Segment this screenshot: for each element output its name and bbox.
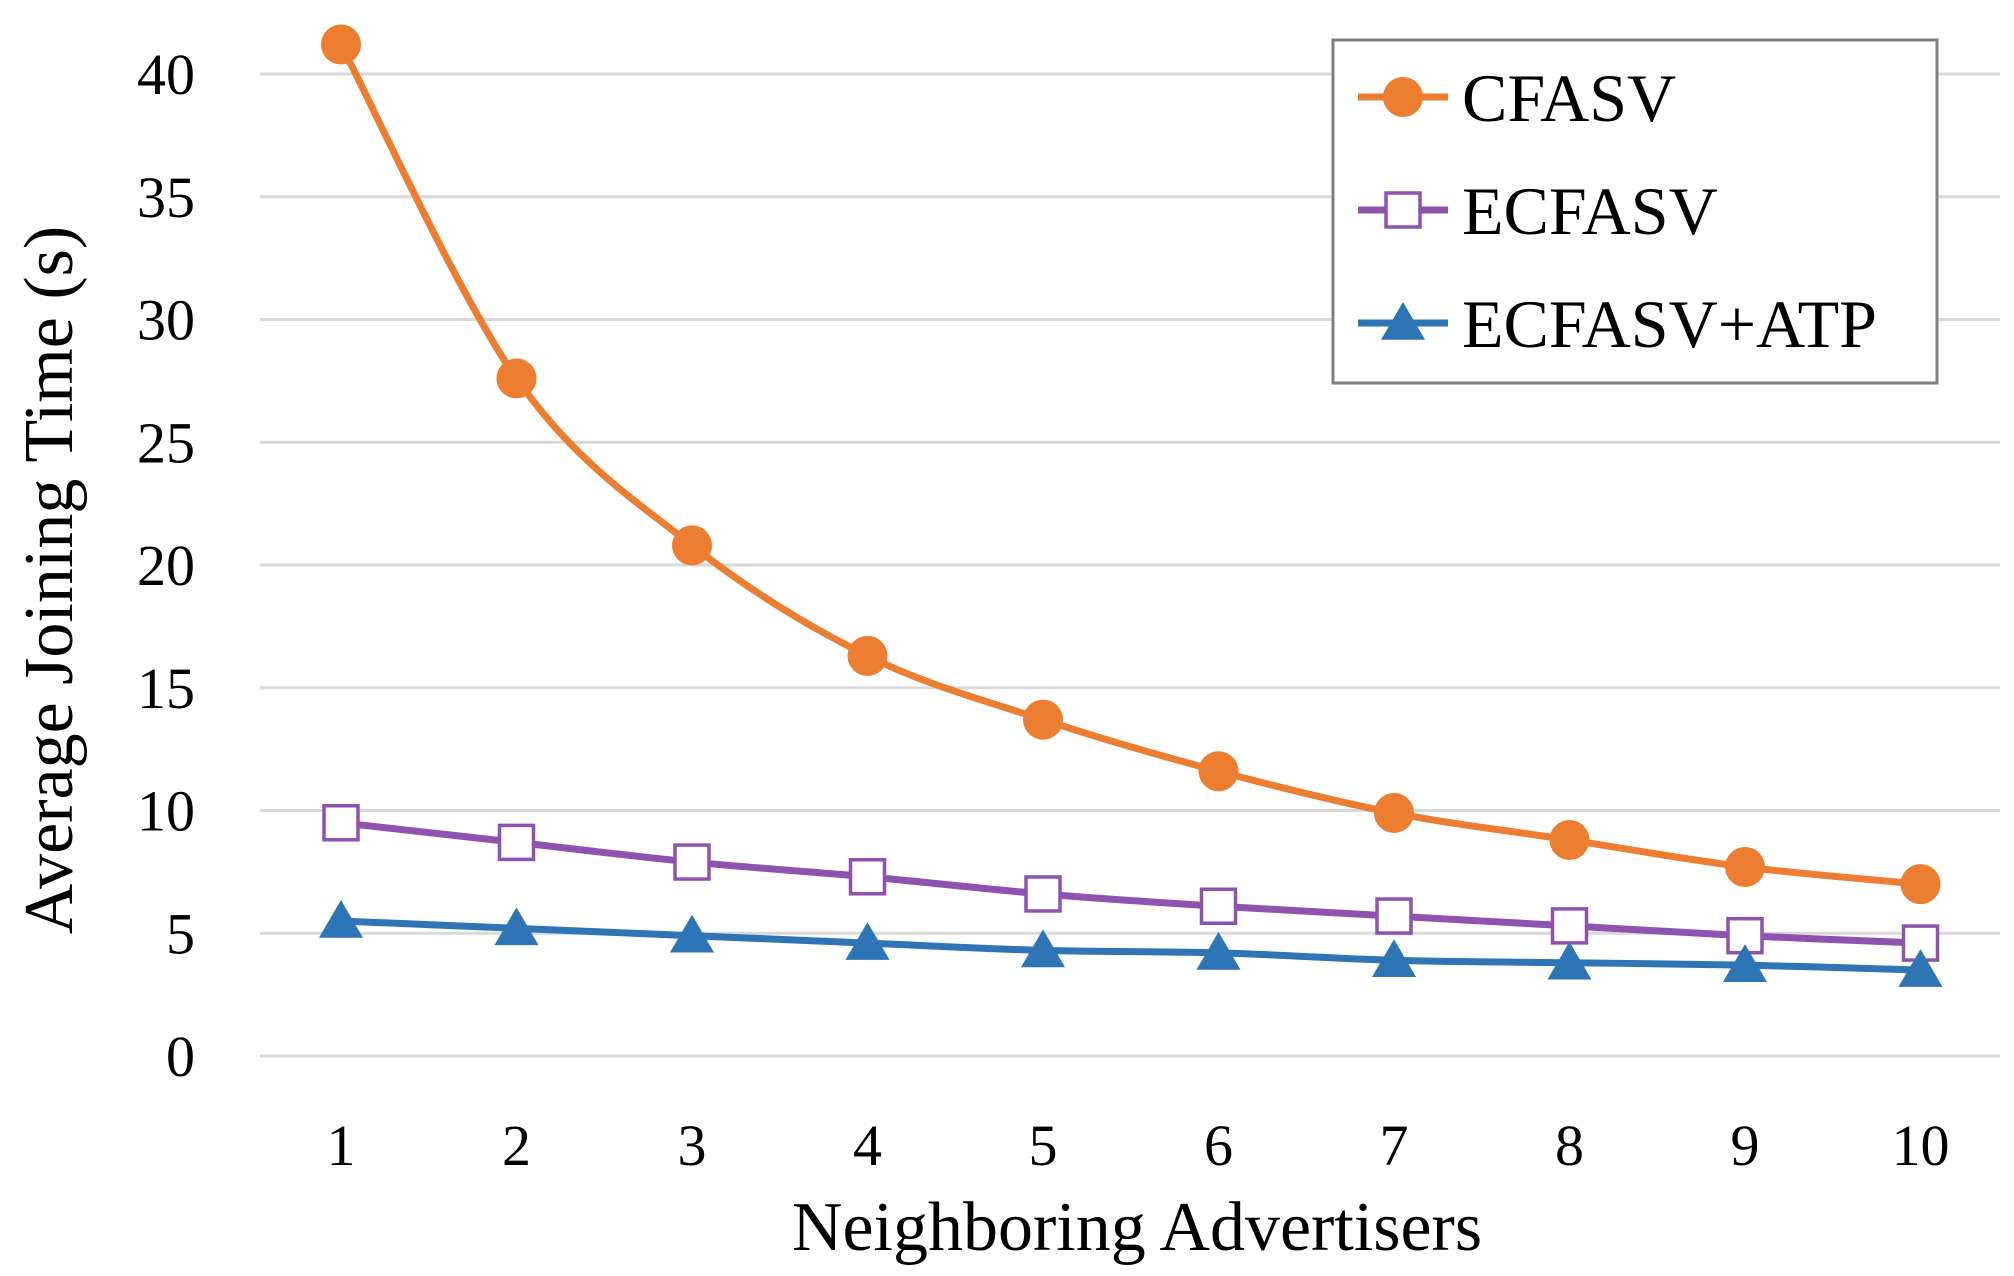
data-point xyxy=(497,823,536,862)
data-point xyxy=(1374,792,1414,833)
x-tick-label: 8 xyxy=(1555,1113,1584,1178)
y-tick-label: 15 xyxy=(137,656,195,721)
y-axis-title: Average Joining Time (s) xyxy=(11,226,88,934)
x-tick-label: 7 xyxy=(1380,1113,1409,1178)
data-point xyxy=(1898,949,1943,987)
data-point xyxy=(1375,897,1413,935)
data-point xyxy=(1196,931,1241,970)
data-point xyxy=(848,858,887,896)
x-tick-label: 1 xyxy=(327,1113,356,1178)
x-tick-label: 3 xyxy=(678,1113,707,1178)
x-tick-label: 5 xyxy=(1029,1113,1058,1178)
data-point xyxy=(318,899,364,938)
x-tick-label: 2 xyxy=(502,1113,531,1178)
legend-item: ECFASV+ATP xyxy=(1358,286,1877,362)
data-point xyxy=(1722,944,1768,982)
x-tick-label: 4 xyxy=(853,1113,882,1178)
legend-marker xyxy=(1384,191,1422,229)
series-line xyxy=(337,819,1924,947)
y-tick-label: 10 xyxy=(137,779,195,844)
series-line xyxy=(337,41,1924,888)
data-point xyxy=(322,804,360,842)
data-point xyxy=(1199,887,1238,925)
legend-marker xyxy=(1383,77,1423,117)
data-point xyxy=(494,907,539,946)
gridlines xyxy=(260,72,2000,1058)
series-group xyxy=(318,24,1943,987)
data-point xyxy=(1547,941,1592,980)
series-ecfasv xyxy=(322,804,1940,962)
data-point xyxy=(496,358,537,399)
y-tick-label: 35 xyxy=(137,165,195,230)
y-axis-ticks: 0 5 10 15 20 25 30 35 40 xyxy=(137,42,195,1089)
series-line xyxy=(337,917,1924,974)
x-tick-label: 10 xyxy=(1892,1113,1950,1178)
data-point xyxy=(673,843,711,881)
x-tick-label: 9 xyxy=(1731,1113,1760,1178)
data-point xyxy=(1549,819,1590,860)
y-tick-label: 20 xyxy=(137,533,195,598)
series-cfasv xyxy=(321,24,1941,905)
data-point xyxy=(1900,864,1941,905)
legend: CFASV ECFASV ECFASV+ATP xyxy=(1331,38,1939,385)
legend-label: ECFASV+ATP xyxy=(1462,286,1877,362)
series-ecfasv-atp xyxy=(318,899,1943,987)
data-point xyxy=(321,24,361,65)
data-point xyxy=(1725,846,1765,887)
data-point xyxy=(669,914,715,953)
data-point xyxy=(1371,939,1417,978)
data-point xyxy=(1020,929,1066,968)
legend-item: ECFASV xyxy=(1358,173,1718,249)
data-point xyxy=(672,525,712,566)
legend-item: CFASV xyxy=(1358,60,1676,136)
data-point xyxy=(1024,875,1062,913)
x-axis-title: Neighboring Advertisers xyxy=(792,1189,1482,1266)
legend-label: ECFASV xyxy=(1462,173,1718,249)
data-point xyxy=(847,635,888,676)
y-tick-label: 0 xyxy=(166,1024,195,1089)
legend-label: CFASV xyxy=(1462,60,1676,136)
legend-marker xyxy=(1380,302,1426,340)
data-point xyxy=(845,922,890,960)
data-point xyxy=(1198,751,1239,792)
data-point xyxy=(1023,699,1063,740)
y-tick-label: 25 xyxy=(137,410,195,475)
x-axis-ticks: 1 2 3 4 5 6 7 8 9 10 xyxy=(327,1113,1950,1178)
x-tick-label: 6 xyxy=(1204,1113,1233,1178)
y-tick-label: 5 xyxy=(166,901,195,966)
y-tick-label: 30 xyxy=(137,288,195,353)
y-tick-label: 40 xyxy=(137,42,195,107)
data-point xyxy=(1550,907,1589,945)
legend-items: CFASV ECFASV ECFASV+ATP xyxy=(1358,60,1877,362)
